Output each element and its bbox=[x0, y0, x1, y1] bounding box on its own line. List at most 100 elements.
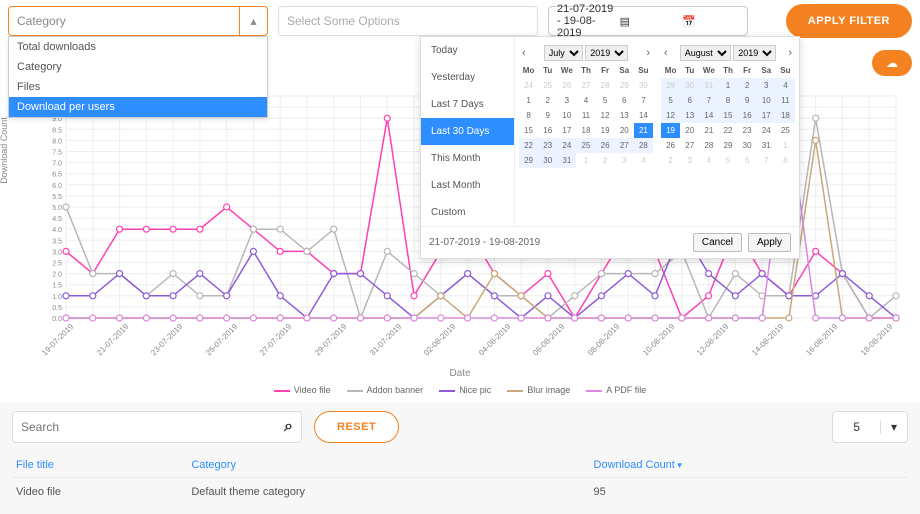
prev-month-icon[interactable]: ‹ bbox=[519, 47, 529, 59]
calendar-day[interactable]: 21 bbox=[699, 123, 718, 138]
calendar-day[interactable]: 24 bbox=[557, 138, 576, 153]
preset-option[interactable]: This Month bbox=[421, 145, 514, 172]
calendar-day[interactable]: 30 bbox=[538, 153, 557, 168]
calendar-day[interactable]: 11 bbox=[776, 93, 795, 108]
preset-option[interactable]: Last Month bbox=[421, 172, 514, 199]
calendar-day[interactable]: 6 bbox=[615, 93, 634, 108]
calendar-day[interactable]: 29 bbox=[519, 153, 538, 168]
calendar-day[interactable]: 2 bbox=[661, 153, 680, 168]
preset-option[interactable]: Last 7 Days bbox=[421, 91, 514, 118]
next-month-icon[interactable]: › bbox=[785, 47, 795, 59]
calendar-day[interactable]: 12 bbox=[661, 108, 680, 123]
options-multiselect[interactable]: Select Some Options bbox=[278, 6, 538, 36]
calendar-day[interactable]: 2 bbox=[596, 153, 615, 168]
dropdown-option[interactable]: Download per users bbox=[9, 97, 267, 117]
calendar-day[interactable]: 1 bbox=[718, 78, 737, 93]
calendar-day[interactable]: 3 bbox=[615, 153, 634, 168]
calendar-day[interactable]: 31 bbox=[557, 153, 576, 168]
category-dropdown-button[interactable]: Category ▴ bbox=[8, 6, 268, 36]
month-select-right[interactable]: August bbox=[680, 45, 731, 61]
search-input[interactable] bbox=[21, 420, 284, 434]
calendar-day[interactable]: 2 bbox=[538, 93, 557, 108]
calendar-day[interactable]: 6 bbox=[738, 153, 757, 168]
calendar-day[interactable]: 27 bbox=[576, 78, 595, 93]
dropdown-option[interactable]: Category bbox=[9, 57, 267, 77]
calendar-day[interactable]: 29 bbox=[615, 78, 634, 93]
calendar-day[interactable]: 14 bbox=[699, 108, 718, 123]
calendar-day[interactable]: 22 bbox=[519, 138, 538, 153]
cancel-button[interactable]: Cancel bbox=[693, 233, 742, 252]
table-header[interactable]: Category bbox=[187, 453, 589, 478]
month-select-left[interactable]: July bbox=[544, 45, 583, 61]
calendar-day[interactable]: 9 bbox=[538, 108, 557, 123]
calendar-day[interactable]: 30 bbox=[680, 78, 699, 93]
calendar-day[interactable]: 16 bbox=[738, 108, 757, 123]
calendar-day[interactable]: 28 bbox=[634, 138, 653, 153]
calendar-day[interactable]: 4 bbox=[776, 78, 795, 93]
calendar-day[interactable]: 12 bbox=[596, 108, 615, 123]
calendar-day[interactable]: 15 bbox=[718, 108, 737, 123]
calendar-day[interactable]: 20 bbox=[680, 123, 699, 138]
year-select-left[interactable]: 2019 bbox=[585, 45, 628, 61]
calendar-day[interactable]: 29 bbox=[718, 138, 737, 153]
table-header[interactable]: Download Count bbox=[590, 453, 908, 478]
calendar-day[interactable]: 26 bbox=[557, 78, 576, 93]
reset-button[interactable]: RESET bbox=[314, 411, 399, 443]
calendar-day[interactable]: 10 bbox=[557, 108, 576, 123]
calendar-day[interactable]: 7 bbox=[757, 153, 776, 168]
calendar-day[interactable]: 13 bbox=[680, 108, 699, 123]
calendar-day[interactable]: 3 bbox=[757, 78, 776, 93]
calendar-day[interactable]: 23 bbox=[538, 138, 557, 153]
calendar-day[interactable]: 5 bbox=[596, 93, 615, 108]
calendar-day[interactable]: 16 bbox=[538, 123, 557, 138]
apply-button[interactable]: Apply bbox=[748, 233, 791, 252]
calendar-day[interactable]: 5 bbox=[718, 153, 737, 168]
calendar-day[interactable]: 27 bbox=[680, 138, 699, 153]
calendar-day[interactable]: 7 bbox=[699, 93, 718, 108]
calendar-day[interactable]: 8 bbox=[519, 108, 538, 123]
calendar-day[interactable]: 25 bbox=[576, 138, 595, 153]
calendar-day[interactable]: 30 bbox=[738, 138, 757, 153]
calendar-day[interactable]: 22 bbox=[718, 123, 737, 138]
calendar-day[interactable]: 4 bbox=[576, 93, 595, 108]
apply-filter-button[interactable]: APPLY FILTER bbox=[786, 4, 912, 38]
calendar-day[interactable]: 31 bbox=[699, 78, 718, 93]
calendar-day[interactable]: 7 bbox=[634, 93, 653, 108]
calendar-day[interactable]: 9 bbox=[738, 93, 757, 108]
dropdown-option[interactable]: Files bbox=[9, 77, 267, 97]
date-range-input[interactable]: 21-07-2019 - 19-08-2019 ▤ 📅 bbox=[548, 6, 748, 36]
calendar-day[interactable]: 15 bbox=[519, 123, 538, 138]
calendar-day[interactable]: 17 bbox=[757, 108, 776, 123]
calendar-day[interactable]: 1 bbox=[776, 138, 795, 153]
calendar-day[interactable]: 25 bbox=[776, 123, 795, 138]
calendar-day[interactable]: 19 bbox=[661, 123, 680, 138]
calendar-day[interactable]: 26 bbox=[661, 138, 680, 153]
table-row[interactable]: Video fileDefault theme category95 bbox=[12, 478, 908, 507]
calendar-day[interactable]: 18 bbox=[776, 108, 795, 123]
calendar-day[interactable]: 28 bbox=[596, 78, 615, 93]
calendar-day[interactable]: 13 bbox=[615, 108, 634, 123]
calendar-day[interactable]: 21 bbox=[634, 123, 653, 138]
calendar-day[interactable]: 6 bbox=[680, 93, 699, 108]
calendar-day[interactable]: 31 bbox=[757, 138, 776, 153]
prev-month-right-icon[interactable]: ‹ bbox=[661, 47, 671, 59]
table-header[interactable]: File title bbox=[12, 453, 187, 478]
calendar-day[interactable]: 24 bbox=[757, 123, 776, 138]
calendar-day[interactable]: 8 bbox=[718, 93, 737, 108]
calendar-day[interactable]: 11 bbox=[576, 108, 595, 123]
preset-option[interactable]: Custom bbox=[421, 199, 514, 226]
calendar-day[interactable]: 18 bbox=[576, 123, 595, 138]
preset-option[interactable]: Yesterday bbox=[421, 64, 514, 91]
preset-option[interactable]: Today bbox=[421, 37, 514, 64]
calendar-day[interactable]: 30 bbox=[634, 78, 653, 93]
next-month-left-icon[interactable]: › bbox=[643, 47, 653, 59]
calendar-day[interactable]: 20 bbox=[615, 123, 634, 138]
year-select-right[interactable]: 2019 bbox=[733, 45, 776, 61]
calendar-day[interactable]: 29 bbox=[661, 78, 680, 93]
calendar-day[interactable]: 4 bbox=[699, 153, 718, 168]
calendar-day[interactable]: 3 bbox=[557, 93, 576, 108]
search-box[interactable]: ⌕ bbox=[12, 411, 302, 443]
calendar-day[interactable]: 17 bbox=[557, 123, 576, 138]
calendar-day[interactable]: 26 bbox=[596, 138, 615, 153]
calendar-day[interactable]: 27 bbox=[615, 138, 634, 153]
